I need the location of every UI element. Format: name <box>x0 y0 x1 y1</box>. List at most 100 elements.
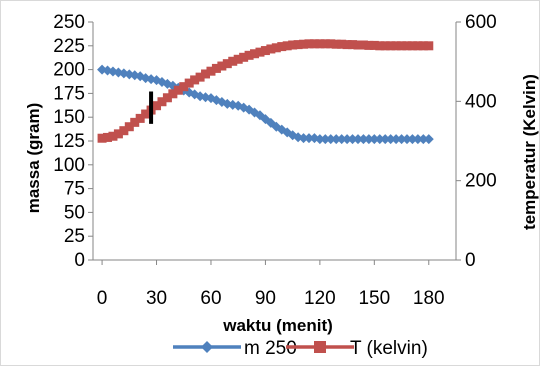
legend-item-temperatur: T (kelvin) <box>286 338 428 359</box>
y-left-tick-label: 50 <box>64 202 85 223</box>
data-point <box>201 69 211 79</box>
data-point <box>407 134 418 145</box>
data-point <box>103 132 113 142</box>
data-point <box>184 78 194 88</box>
legend-swatch-marker <box>314 341 326 353</box>
y-right-tick-label: 600 <box>465 12 497 33</box>
data-point <box>173 85 183 95</box>
data-point <box>342 40 352 50</box>
data-point <box>206 66 216 76</box>
y-left-tick-label: 75 <box>64 179 85 200</box>
series-layer <box>97 39 434 145</box>
data-point <box>195 72 205 82</box>
data-point <box>113 129 123 139</box>
data-point <box>190 75 200 85</box>
data-point <box>244 50 254 60</box>
data-point <box>391 134 402 145</box>
data-point <box>391 41 401 51</box>
data-point <box>124 122 134 132</box>
legend-label: T (kelvin) <box>350 338 428 359</box>
x-axis-title: waktu (menit) <box>222 316 333 335</box>
data-point <box>374 134 385 145</box>
data-point <box>277 42 287 52</box>
data-point <box>363 134 374 145</box>
data-point <box>152 101 162 111</box>
y-axis-right-title: temperatur (Kelvin) <box>520 74 539 230</box>
legend: m 250 T (kelvin) <box>173 338 428 359</box>
data-point <box>315 39 325 49</box>
data-point <box>162 93 172 103</box>
data-point <box>271 43 281 53</box>
data-point <box>168 89 178 99</box>
data-point <box>141 109 151 119</box>
y-left-tick-label: 150 <box>53 107 85 128</box>
data-point <box>364 40 374 50</box>
data-point <box>299 39 309 49</box>
x-tick-label: 120 <box>304 288 336 309</box>
data-point <box>282 41 292 51</box>
data-point <box>320 134 331 145</box>
data-point <box>407 41 417 51</box>
legend-swatch-marker <box>201 341 213 353</box>
data-point <box>250 49 260 59</box>
data-point <box>331 134 342 145</box>
data-point <box>380 41 390 51</box>
right-y-tick-labels: 0 200 400 600 <box>465 12 497 271</box>
data-point <box>396 134 407 145</box>
data-point <box>412 134 423 145</box>
data-point <box>353 40 363 50</box>
data-point <box>108 131 118 141</box>
data-point <box>119 126 129 136</box>
data-point <box>423 134 434 145</box>
data-point <box>288 40 298 50</box>
data-point <box>380 134 391 145</box>
data-point <box>375 41 385 51</box>
y-right-tick-label: 0 <box>465 250 476 271</box>
data-point <box>424 41 434 51</box>
data-point <box>304 39 314 49</box>
data-point <box>418 134 429 145</box>
data-point <box>336 134 347 145</box>
data-point <box>157 97 167 107</box>
data-point <box>386 41 396 51</box>
data-point <box>130 117 140 127</box>
axes <box>88 21 461 265</box>
data-point <box>352 134 363 145</box>
data-point <box>222 59 232 69</box>
x-tick-label: 30 <box>146 288 167 309</box>
data-point <box>217 61 227 71</box>
y-left-tick-label: 25 <box>64 226 85 247</box>
data-point <box>179 82 189 92</box>
data-point <box>239 52 249 62</box>
data-point <box>293 40 303 50</box>
data-point <box>97 133 107 143</box>
x-tick-label: 150 <box>358 288 390 309</box>
data-point <box>228 56 238 66</box>
data-point <box>255 47 265 57</box>
y-left-tick-label: 250 <box>53 12 85 33</box>
data-point <box>331 39 341 49</box>
data-point <box>260 46 270 56</box>
y-left-tick-label: 200 <box>53 60 85 81</box>
data-point <box>309 39 319 49</box>
y-axis-left-title: massa (gram) <box>24 103 43 214</box>
data-point <box>326 39 336 49</box>
data-point <box>348 40 358 50</box>
x-tick-label: 0 <box>97 288 108 309</box>
data-point <box>211 63 221 73</box>
y-right-tick-label: 400 <box>465 91 497 112</box>
data-point <box>337 39 347 49</box>
data-point <box>347 134 358 145</box>
data-point <box>298 133 309 144</box>
data-point <box>358 40 368 50</box>
data-point <box>358 134 369 145</box>
series-massa <box>97 64 434 145</box>
y-left-tick-label: 100 <box>53 155 85 176</box>
data-point <box>266 44 276 54</box>
data-point <box>369 134 380 145</box>
x-tick-label: 90 <box>255 288 276 309</box>
data-point <box>342 134 353 145</box>
